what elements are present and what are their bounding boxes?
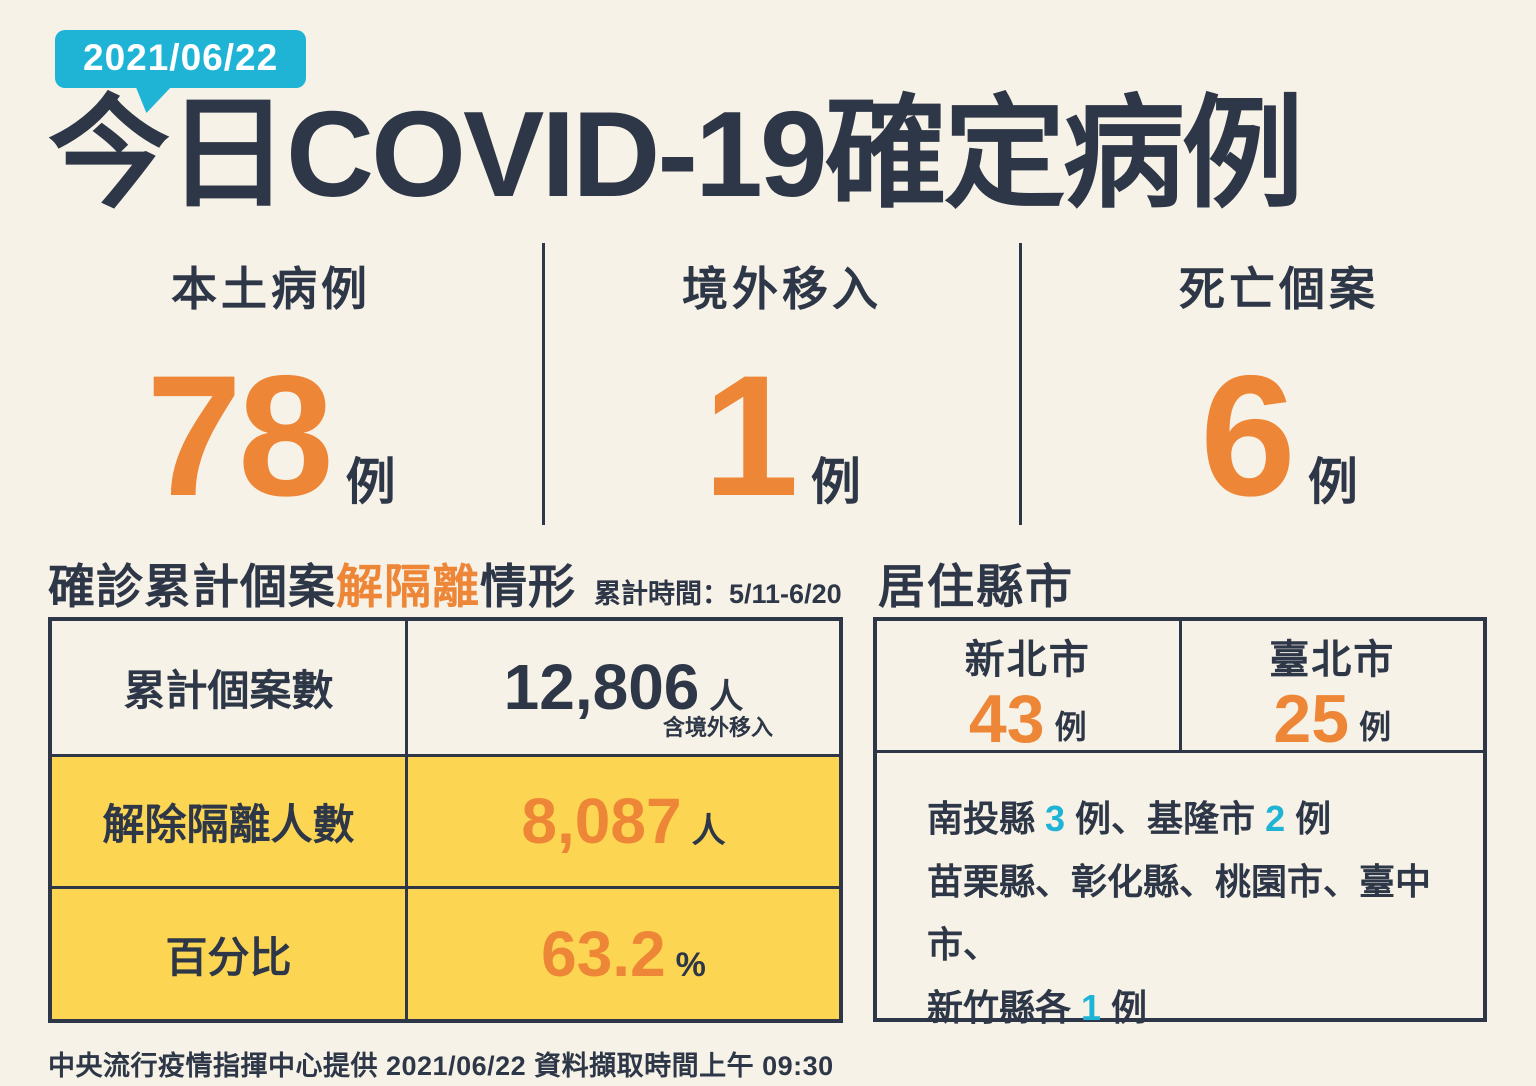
stat-death-cases: 死亡個案 6 例 [1019,243,1536,525]
isolation-row2-value-cell: 8,087 人 [408,753,839,887]
residence-city1-name: 新北市 [964,638,1091,682]
isolation-row1-label: 累計個案數 [52,621,408,754]
residence-section-heading: 居住縣市 [878,560,1074,613]
detail-line1-seg3: 例 [1285,798,1332,840]
residence-detail-line2: 苗栗縣、彰化縣、桃園市、臺中市、 [927,861,1432,966]
stat-death-unit: 例 [1307,454,1358,510]
detail-line1-num2: 2 [1265,798,1286,840]
stat-death-value: 6 [1200,339,1296,532]
residence-city1-value: 43 [968,681,1045,757]
stat-local-value-row: 78 例 [146,339,396,532]
stat-local-unit: 例 [345,454,396,510]
date-badge: 2021/06/22 [55,30,307,113]
detail-line3-num1: 1 [1081,987,1102,1029]
stat-local-cases: 本土病例 78 例 [0,243,542,525]
isolation-row3-label: 百分比 [52,886,408,1019]
isolation-row3-value-cell: 63.2 % [408,886,839,1019]
stat-local-value: 78 [146,339,333,532]
residence-city-taipei: 臺北市 25 例 [1182,621,1484,757]
stat-imported-cases: 境外移入 1 例 [542,243,1019,525]
residence-city2-value: 25 [1273,681,1350,757]
isolation-row2-unit: 人 [691,812,726,851]
isolation-row2-label: 解除隔離人數 [52,753,408,887]
residence-top-row: 新北市 43 例 臺北市 25 例 [877,621,1484,757]
isolation-row2-value: 8,087 [521,785,682,858]
daily-stats-row: 本土病例 78 例 境外移入 1 例 死亡個案 6 例 [0,243,1536,525]
isolation-row3-unit: % [675,946,706,985]
stat-local-label: 本土病例 [171,263,371,315]
isolation-section-heading: 確診累計個案 解隔離 情形 累計時間：5/11-6/20 [48,548,842,617]
residence-city2-name: 臺北市 [1269,638,1396,682]
residence-city-newtaipei: 新北市 43 例 [877,621,1182,757]
detail-line1-seg2: 例、基隆市 [1065,798,1266,840]
stat-death-value-row: 6 例 [1200,339,1358,532]
isolation-heading-highlight: 解隔離 [336,560,480,613]
detail-line3-seg2: 例 [1101,987,1148,1029]
date-badge-text: 2021/06/22 [83,37,279,78]
isolation-row3-value: 63.2 [541,918,666,991]
isolation-row1-value-row: 12,806 人 [504,650,744,724]
stat-imported-label: 境外移入 [682,263,882,315]
isolation-row3-value-row: 63.2 % [541,917,706,991]
isolation-table: 累計個案數 12,806 人 含境外移入 解除隔離人數 8,087 人 百分比 … [48,617,843,1023]
stat-imported-unit: 例 [810,454,861,510]
residence-city2-value-row: 25 例 [1273,681,1392,757]
residence-city2-unit: 例 [1359,709,1392,746]
isolation-row1-note: 含境外移入 [662,714,773,740]
stat-imported-value: 1 [703,339,799,532]
isolation-row1-unit: 人 [709,678,744,717]
detail-line1-seg1: 南投縣 [927,798,1046,840]
residence-table: 新北市 43 例 臺北市 25 例 南投縣 3 例、基隆市 2 例 苗栗縣、彰化… [873,617,1487,1028]
source-attribution: 中央流行疫情指揮中心提供 2021/06/22 資料擷取時間上午 09:30 [48,1051,834,1081]
residence-other-cities: 南投縣 3 例、基隆市 2 例 苗栗縣、彰化縣、桃園市、臺中市、 新竹縣各 1 … [877,753,1483,1039]
isolation-row1-value: 12,806 [503,651,700,724]
isolation-heading-prefix: 確診累計個案 [48,560,336,613]
isolation-row2-value-row: 8,087 人 [521,784,725,858]
residence-detail-line1: 南投縣 3 例、基隆市 2 例 [927,787,1443,850]
detail-line3-seg1: 新竹縣各 [927,987,1082,1029]
isolation-period-note: 累計時間：5/11-6/20 [594,579,842,609]
stat-death-label: 死亡個案 [1179,263,1379,315]
stat-imported-value-row: 1 例 [703,339,861,532]
isolation-heading-suffix: 情形 [480,560,576,613]
page-title: 今日COVID-19確定病例 [48,86,1304,222]
residence-detail-line3: 新竹縣各 1 例 [927,976,1443,1039]
residence-city1-value-row: 43 例 [968,681,1087,757]
residence-city1-unit: 例 [1054,709,1087,746]
isolation-row1-value-cell: 12,806 人 含境外移入 [408,621,839,754]
detail-line1-num1: 3 [1045,798,1066,840]
